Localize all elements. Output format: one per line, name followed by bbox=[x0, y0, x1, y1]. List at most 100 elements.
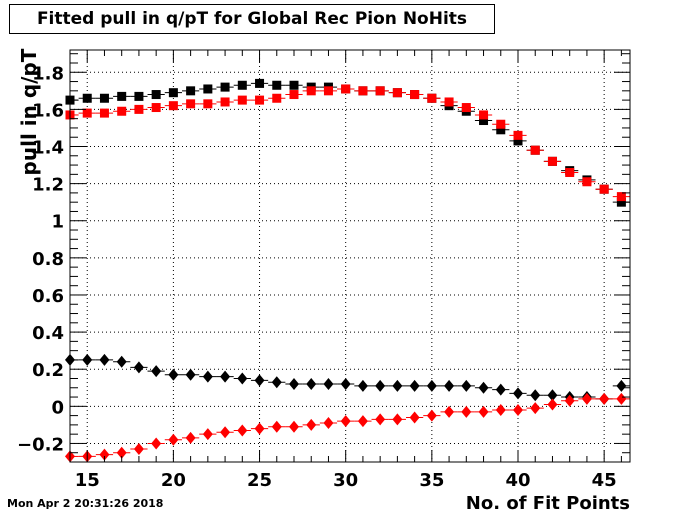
data-point-diamond bbox=[82, 353, 93, 366]
data-point-diamond bbox=[444, 379, 455, 392]
axes: 15 20 25 30 35 40 45 −0.2 0 0.2 0.4 0.6 0.8 1 1.2 1.4 1.… bbox=[17, 50, 630, 491]
chart-title-box: Fitted pull in q/pT for Global Rec Pion … bbox=[9, 4, 495, 34]
x-tick-label: 20 bbox=[161, 470, 186, 491]
x-tick-label: 25 bbox=[247, 470, 272, 491]
data-point-diamond bbox=[530, 389, 541, 402]
data-point-square bbox=[289, 80, 299, 90]
data-point-diamond bbox=[392, 413, 403, 426]
data-point-diamond bbox=[616, 392, 627, 405]
data-point-diamond bbox=[340, 378, 351, 391]
data-point-diamond bbox=[340, 415, 351, 428]
y-tick-label: 0.8 bbox=[32, 249, 64, 270]
data-point-diamond bbox=[513, 404, 523, 417]
data-point-square bbox=[151, 90, 161, 100]
data-point-square bbox=[582, 177, 592, 187]
data-point-square bbox=[616, 197, 626, 207]
data-point-square bbox=[186, 86, 196, 96]
y-axis-label: pull in q/pT bbox=[17, 48, 41, 175]
timestamp: Mon Apr 2 20:31:26 2018 bbox=[7, 497, 164, 510]
data-point-diamond bbox=[357, 379, 368, 392]
data-point-diamond bbox=[323, 378, 334, 391]
series-layer bbox=[65, 78, 630, 463]
y-tick-label: 1.6 bbox=[32, 100, 64, 121]
data-point-square bbox=[203, 99, 213, 109]
data-point-diamond bbox=[254, 374, 265, 387]
data-point-square bbox=[479, 110, 489, 120]
y-tick-label: 1.2 bbox=[32, 175, 64, 196]
x-tick-label: 35 bbox=[419, 470, 444, 491]
data-point-diamond bbox=[289, 378, 299, 391]
y-tick-label: 1 bbox=[51, 212, 64, 233]
data-point-square bbox=[237, 80, 247, 90]
data-point-square bbox=[117, 91, 127, 101]
data-point-square bbox=[599, 184, 609, 194]
data-point-diamond bbox=[495, 383, 506, 396]
data-point-diamond bbox=[151, 437, 162, 450]
data-point-diamond bbox=[116, 355, 127, 368]
data-point-square bbox=[237, 95, 247, 105]
data-point-square bbox=[99, 108, 109, 118]
data-point-diamond bbox=[99, 353, 110, 366]
data-point-square bbox=[392, 88, 402, 98]
data-point-diamond bbox=[254, 422, 265, 435]
data-point-diamond bbox=[168, 368, 179, 381]
data-point-diamond bbox=[461, 379, 472, 392]
data-point-diamond bbox=[185, 431, 196, 444]
data-point-diamond bbox=[306, 378, 317, 391]
data-point-diamond bbox=[168, 433, 179, 446]
data-point-diamond bbox=[478, 405, 489, 418]
data-point-diamond bbox=[99, 448, 110, 461]
data-point-diamond bbox=[220, 426, 231, 439]
data-point-diamond bbox=[581, 392, 592, 405]
data-point-square bbox=[82, 108, 92, 118]
data-point-square bbox=[341, 84, 351, 94]
data-point-square bbox=[289, 90, 299, 100]
data-point-diamond bbox=[616, 379, 627, 392]
data-point-square bbox=[461, 103, 471, 113]
data-point-square bbox=[306, 86, 316, 96]
data-point-diamond bbox=[392, 379, 403, 392]
y-tick-label: 0.4 bbox=[32, 323, 64, 344]
grid bbox=[70, 50, 630, 462]
data-point-square bbox=[358, 86, 368, 96]
data-point-diamond bbox=[409, 411, 420, 424]
chart-title: Fitted pull in q/pT for Global Rec Pion … bbox=[36, 9, 468, 29]
data-point-square bbox=[220, 97, 230, 107]
data-point-diamond bbox=[495, 404, 506, 417]
data-point-square bbox=[444, 97, 454, 107]
plot-frame bbox=[69, 49, 631, 463]
x-axis-label: No. of Fit Points bbox=[466, 493, 630, 514]
data-point-diamond bbox=[513, 387, 523, 400]
data-point-diamond bbox=[133, 361, 144, 374]
data-point-square bbox=[82, 93, 92, 103]
y-tick-label: 1.4 bbox=[32, 138, 64, 159]
data-point-square bbox=[134, 104, 144, 114]
data-point-diamond bbox=[220, 370, 231, 383]
data-point-diamond bbox=[116, 446, 127, 459]
data-point-square bbox=[134, 91, 144, 101]
data-point-square bbox=[255, 78, 265, 88]
data-point-diamond bbox=[547, 398, 558, 411]
data-point-diamond bbox=[202, 428, 213, 441]
data-point-square bbox=[496, 119, 506, 129]
data-point-diamond bbox=[237, 372, 248, 385]
data-point-diamond bbox=[599, 392, 610, 405]
data-point-square bbox=[220, 82, 230, 92]
data-point-square bbox=[186, 99, 196, 109]
data-point-square bbox=[479, 116, 489, 126]
data-point-square bbox=[255, 95, 265, 105]
data-point-square bbox=[513, 130, 523, 140]
data-point-diamond bbox=[271, 376, 282, 389]
data-point-square bbox=[513, 136, 523, 146]
data-point-diamond bbox=[375, 379, 386, 392]
data-point-square bbox=[496, 125, 506, 135]
y-tick-label: 0.6 bbox=[32, 286, 64, 307]
data-point-square bbox=[410, 90, 420, 100]
y-tick-label: 0.2 bbox=[32, 360, 64, 381]
data-point-square bbox=[547, 156, 557, 166]
data-point-diamond bbox=[271, 420, 282, 433]
data-point-diamond bbox=[426, 379, 437, 392]
data-point-square bbox=[272, 93, 282, 103]
data-point-diamond bbox=[564, 394, 575, 407]
